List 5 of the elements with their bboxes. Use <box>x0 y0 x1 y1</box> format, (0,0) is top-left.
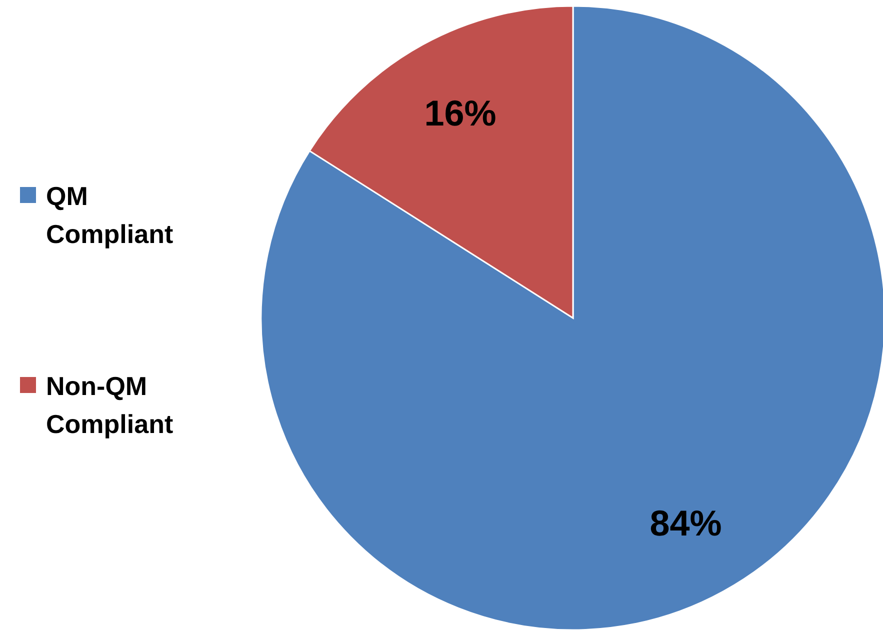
data-label: 16% <box>424 92 496 134</box>
legend-label: Non-QM Compliant <box>46 371 174 439</box>
data-label: 84% <box>650 502 722 544</box>
slice-label: QM Compliant <box>46 181 174 249</box>
pie-slice <box>260 5 883 630</box>
